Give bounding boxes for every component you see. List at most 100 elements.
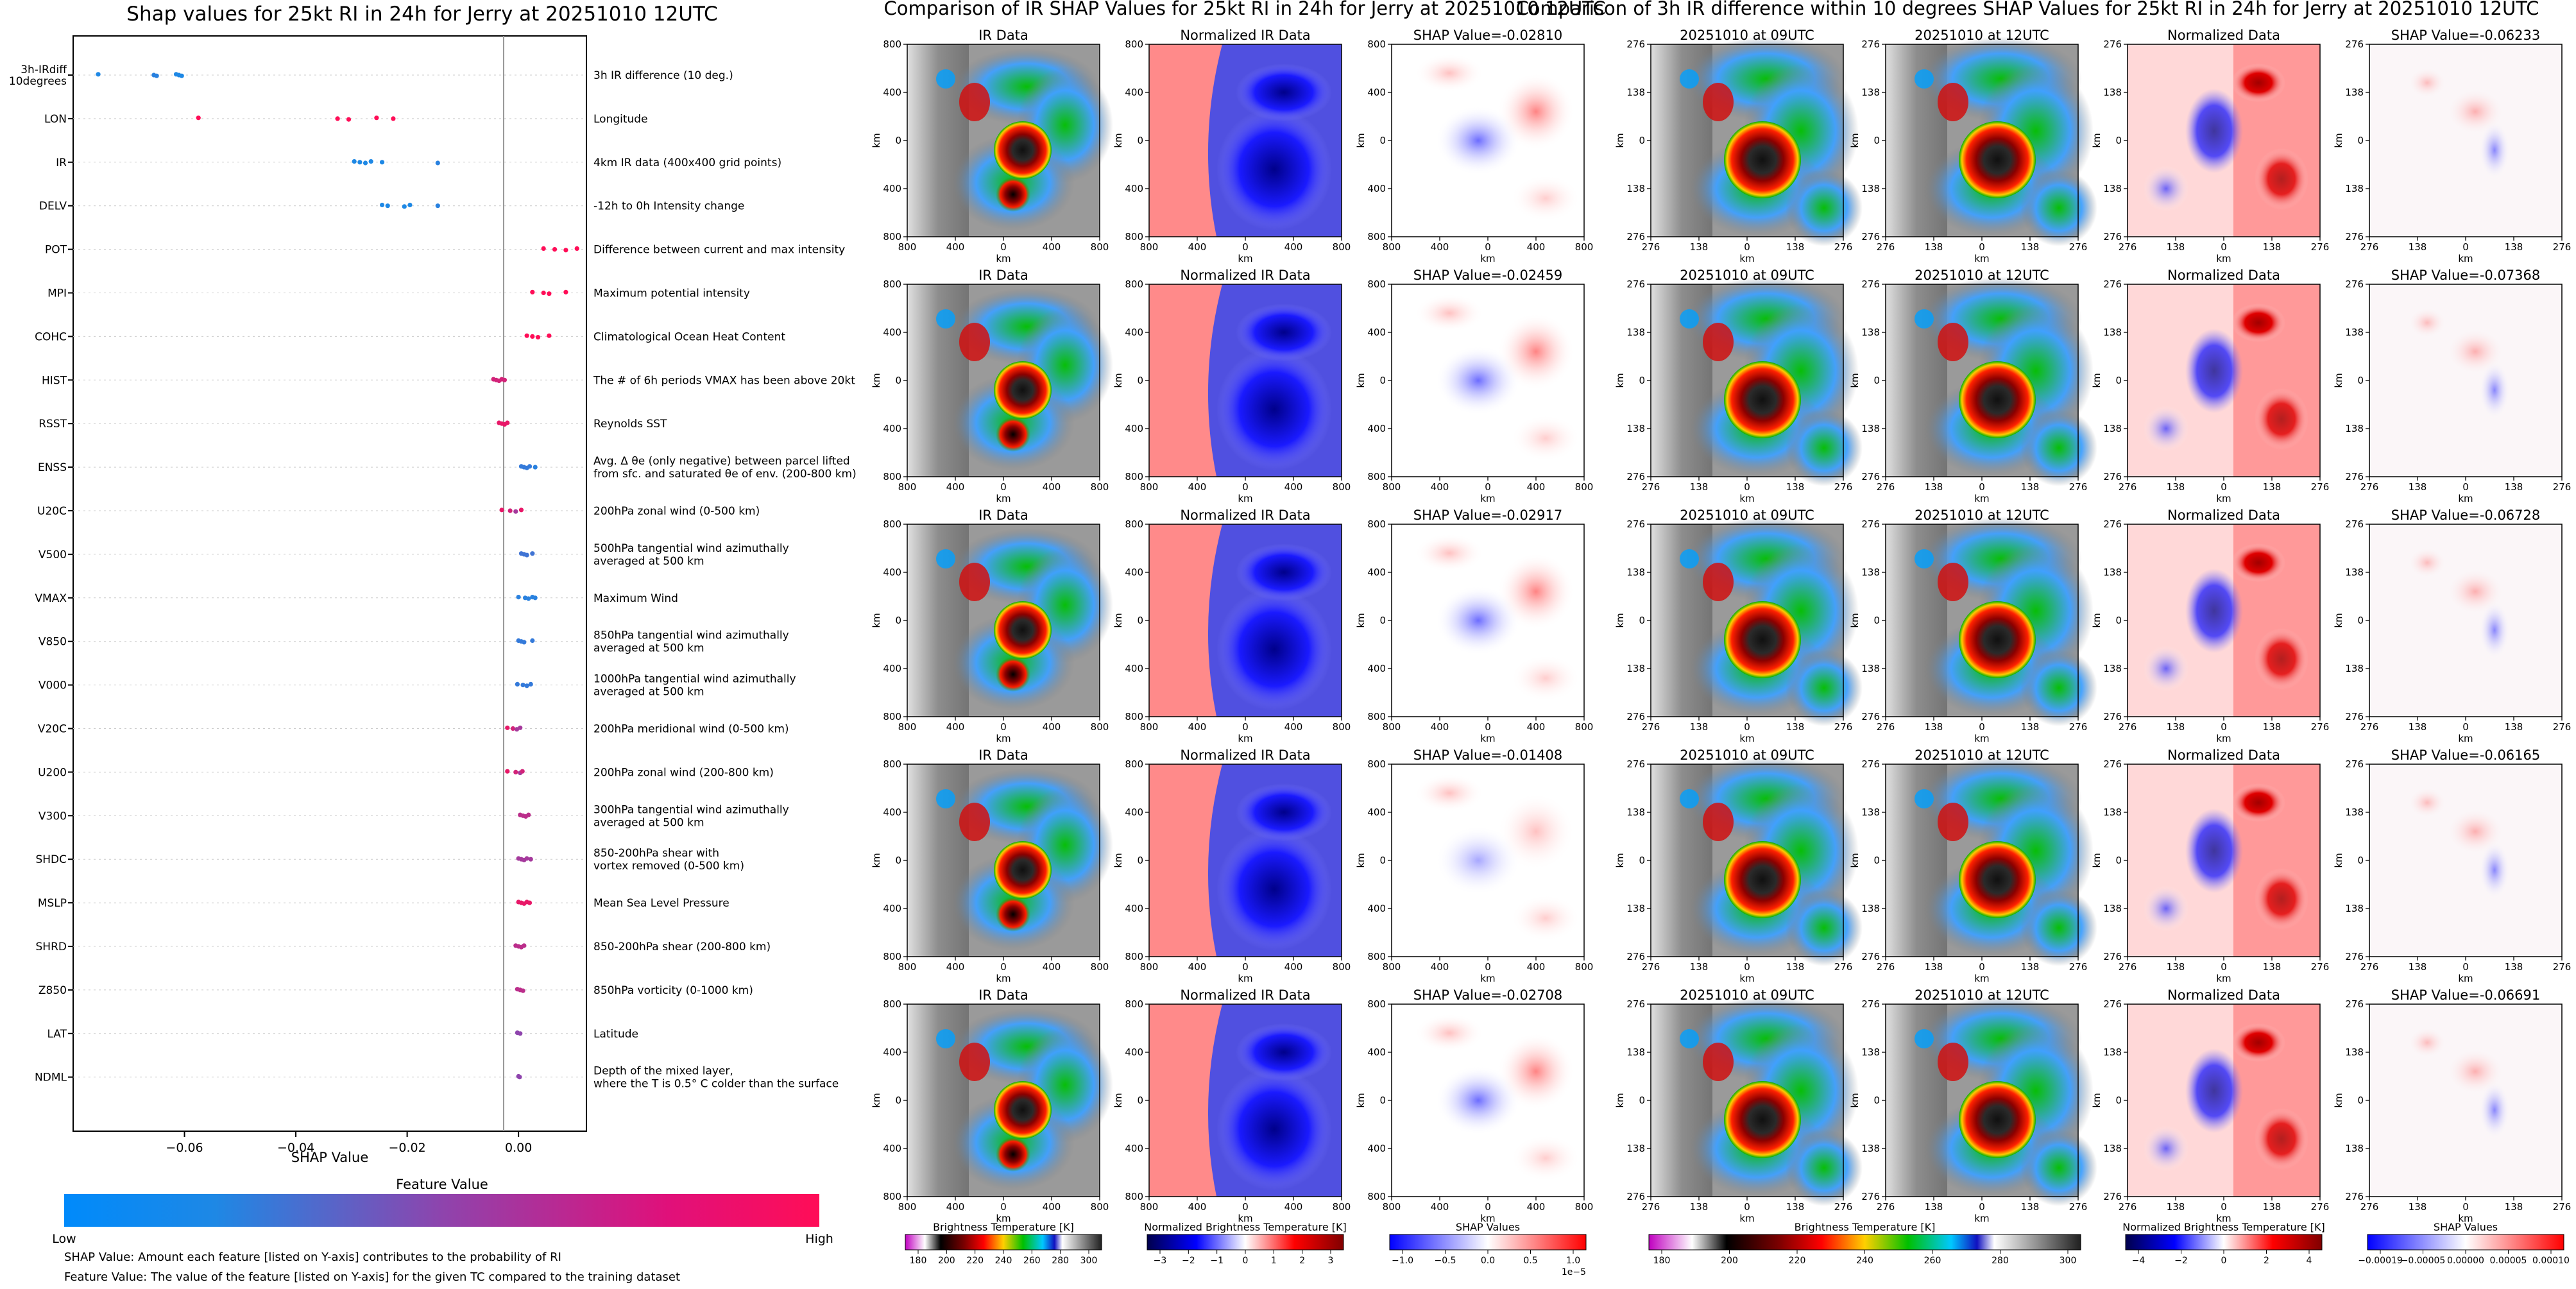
x-tick-label: 138 xyxy=(1786,241,1805,253)
y-tick-label: 0 xyxy=(1873,855,1880,866)
positive-diff-region xyxy=(2255,1108,2308,1170)
x-tick-label: 800 xyxy=(1140,481,1159,493)
y-tick-label: 138 xyxy=(1626,567,1645,578)
y-tick-label: 400 xyxy=(883,1143,901,1154)
x-tick-label: 0 xyxy=(1744,961,1750,973)
convective-cell xyxy=(1703,323,1734,361)
colorbar-tick-label: 240 xyxy=(995,1256,1012,1266)
irdiff-comparison-title: Comparison of 3h IR difference within 10… xyxy=(1516,0,2539,19)
colorbar-tick-label: 280 xyxy=(1992,1256,2009,1266)
x-tick-label: 138 xyxy=(2021,481,2040,493)
x-tick-label: 0 xyxy=(1979,481,1985,493)
cold-cloud-core xyxy=(1236,303,1332,361)
y-axis-label: km xyxy=(871,373,882,388)
normalized-ir-panel: 80080040040000400400800800kmkmNormalized… xyxy=(1113,28,1351,264)
y-tick-label: 276 xyxy=(1626,998,1645,1010)
x-tick-label: 276 xyxy=(1642,241,1660,253)
x-tick-label: 0 xyxy=(1000,961,1007,973)
y-axis-label: km xyxy=(1849,853,1861,867)
shap-point xyxy=(96,72,101,77)
x-tick-label: 800 xyxy=(1091,721,1109,733)
y-tick-label: 138 xyxy=(1861,1143,1880,1154)
x-tick-label: 276 xyxy=(1877,721,1895,733)
feature-value-label: Feature Value xyxy=(396,1177,488,1192)
y-tick-label: 138 xyxy=(1626,183,1645,194)
y-tick-label: 0 xyxy=(1137,1095,1143,1106)
normalized-diff-panel: 27627613813800138138276276kmkmNormalized… xyxy=(2091,28,2329,264)
shap-point xyxy=(518,508,524,513)
x-tick-label: 138 xyxy=(2263,1201,2282,1213)
x-tick-label: 138 xyxy=(2505,241,2523,253)
y-axis-label: km xyxy=(2333,613,2344,627)
x-tick-label: 800 xyxy=(1575,721,1594,733)
y-tick-label: 276 xyxy=(2103,231,2122,243)
colorbar-tick-label: 0.5 xyxy=(1523,1256,1537,1266)
x-tick-label: 276 xyxy=(2069,1201,2088,1213)
x-tick-label: 400 xyxy=(946,961,965,973)
panel-title: 20251010 at 12UTC xyxy=(1915,268,2049,283)
x-tick-label: 800 xyxy=(1383,481,1401,493)
panel-title: Normalized IR Data xyxy=(1180,747,1310,763)
y-tick-label: 0 xyxy=(895,375,901,386)
y-tick-label: 800 xyxy=(883,711,901,722)
x-tick-label: 138 xyxy=(1786,961,1805,973)
y-tick-label: 800 xyxy=(1367,998,1386,1010)
x-tick-label: −0.02 xyxy=(388,1141,425,1155)
y-tick-label: 138 xyxy=(2345,1143,2364,1154)
colorbar-tick-label: 240 xyxy=(1856,1256,1873,1266)
storm-core xyxy=(1959,841,2036,918)
feature-rows: 3h-IRdiff 10degrees 3h IR difference (10 d… xyxy=(9,64,857,1091)
shap-point xyxy=(374,115,379,121)
storm-core xyxy=(1724,841,1801,918)
y-axis-label: km xyxy=(2333,1093,2344,1107)
colorbar-label: Normalized Brightness Temperature [K] xyxy=(1144,1221,1347,1233)
convective-cell xyxy=(996,417,1030,452)
panel-title: SHAP Value=-0.06691 xyxy=(2391,987,2541,1003)
x-tick-label: 276 xyxy=(2360,1201,2379,1213)
y-tick-label: 276 xyxy=(2103,998,2122,1010)
y-tick-label: 138 xyxy=(2103,1046,2122,1058)
y-tick-label: 0 xyxy=(2357,855,2364,866)
negative-diff-region xyxy=(2185,568,2243,653)
y-tick-label: 276 xyxy=(1626,38,1645,50)
x-tick-label: 0 xyxy=(1485,241,1491,253)
x-tick-label: 0 xyxy=(1000,481,1007,493)
storm-core xyxy=(1724,601,1801,678)
x-axis-label: km xyxy=(2458,973,2473,984)
convective-cell xyxy=(996,657,1030,692)
x-tick-label: 0 xyxy=(1485,721,1491,733)
y-tick-label: 800 xyxy=(1367,711,1386,722)
x-tick-label: 138 xyxy=(2167,241,2185,253)
feature-name-label: SHDC xyxy=(35,853,67,866)
y-tick-label: 800 xyxy=(1125,518,1143,530)
y-tick-label: 0 xyxy=(895,135,901,146)
y-axis-label: km xyxy=(2333,373,2344,388)
y-tick-label: 276 xyxy=(2103,278,2122,290)
x-tick-label: 276 xyxy=(2311,1201,2330,1213)
y-tick-label: 0 xyxy=(1639,855,1645,866)
y-tick-label: 276 xyxy=(2103,38,2122,50)
cold-cloud-core xyxy=(1236,543,1332,601)
colorbar-tick-label: −1 xyxy=(1210,1256,1224,1266)
y-tick-label: 0 xyxy=(1137,615,1143,626)
x-tick-label: 400 xyxy=(1431,481,1449,493)
x-tick-label: 800 xyxy=(1575,481,1594,493)
shap-point xyxy=(154,73,159,78)
image-background xyxy=(2369,1004,2562,1197)
x-tick-label: 800 xyxy=(1383,721,1401,733)
convective-cell xyxy=(1938,563,1968,601)
shap-point xyxy=(499,508,504,513)
x-tick-label: 400 xyxy=(1527,1201,1546,1213)
y-tick-label: 276 xyxy=(1626,711,1645,722)
convective-cell xyxy=(996,177,1030,212)
y-axis-label: km xyxy=(1614,133,1626,148)
x-axis-label: km xyxy=(1739,493,1754,504)
x-axis-label: km xyxy=(1238,253,1252,264)
x-axis-label: km xyxy=(996,493,1011,504)
